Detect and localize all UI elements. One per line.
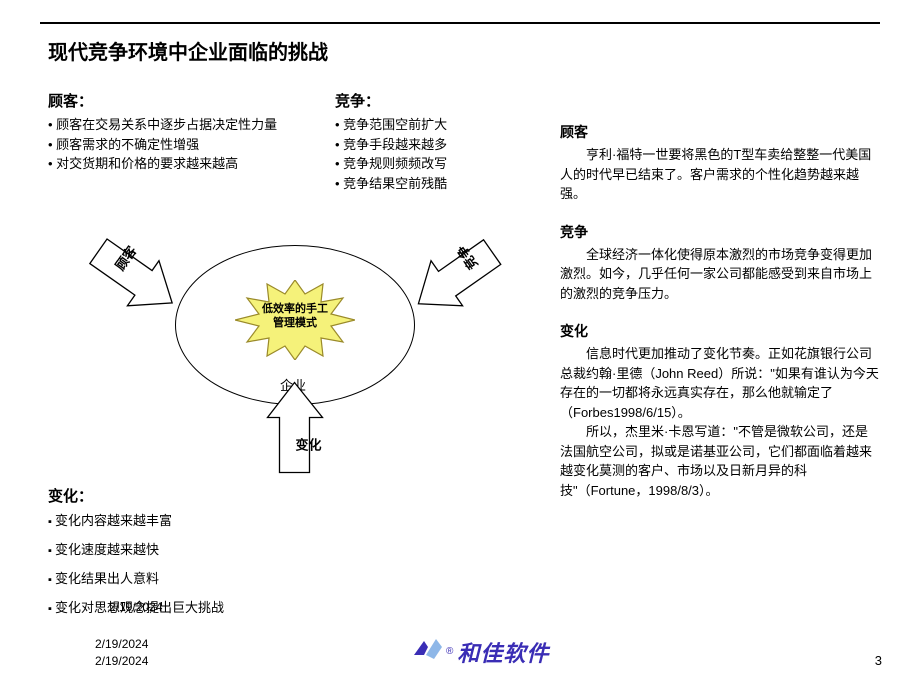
logo-registered-icon: ®	[446, 646, 453, 657]
footer-date-3: 2/19/2024	[95, 653, 148, 670]
right-competition-head: 竞争	[560, 222, 880, 243]
list-item: 竞争规则频频改写	[335, 154, 535, 174]
right-column: 顾客 亨利·福特一世要将黑色的T型车卖给整整一代美国人的时代早已结束了。客户需求…	[560, 122, 880, 518]
list-item: 对交货期和价格的要求越来越高	[48, 154, 308, 174]
right-change-body2: 所以，杰里米·卡恩写道："不管是微软公司，还是法国航空公司，拟或是诺基亚公司，它…	[560, 422, 880, 500]
arrow-change: 变化	[268, 383, 323, 473]
change-list: 变化内容越来越丰富 变化速度越来越快 变化结果出人意料 变化对思想观念提出巨大挑…	[48, 510, 308, 616]
footer-date-1: 2/19/2024	[109, 599, 162, 616]
competition-block: 竞争： 竞争范围空前扩大 竞争手段越来越多 竞争规则频频改写 竞争结果空前残酷	[335, 90, 535, 193]
top-rule	[40, 22, 880, 24]
right-customer: 顾客 亨利·福特一世要将黑色的T型车卖给整整一代美国人的时代早已结束了。客户需求…	[560, 122, 880, 204]
list-item: 竞争范围空前扩大	[335, 115, 535, 135]
slide-title: 现代竞争环境中企业面临的挑战	[48, 36, 328, 65]
right-customer-head: 顾客	[560, 122, 880, 143]
customer-block: 顾客： 顾客在交易关系中逐步占据决定性力量 顾客需求的不确定性增强 对交货期和价…	[48, 90, 308, 174]
star-line1: 低效率的手工	[262, 303, 328, 315]
footer-date-2: 2/19/2024	[95, 636, 148, 653]
right-competition: 竞争 全球经济一体化使得原本激烈的市场竞争变得更加激烈。如今，几乎任何一家公司都…	[560, 222, 880, 304]
star-line2: 管理模式	[273, 317, 317, 329]
list-item: 变化速度越来越快	[48, 539, 308, 558]
logo-text: 和佳软件	[457, 636, 549, 668]
arrow-competition: 竞争	[402, 229, 507, 326]
right-customer-body: 亨利·福特一世要将黑色的T型车卖给整整一代美国人的时代早已结束了。客户需求的个性…	[560, 145, 880, 204]
diagram: 企业 低效率的手工 管理模式 顾客 竞争 变化	[85, 225, 505, 465]
starburst-shape: 低效率的手工 管理模式	[235, 280, 355, 360]
starburst-text: 低效率的手工 管理模式	[235, 302, 355, 331]
arrow-bottom-label: 变化	[296, 438, 322, 453]
list-item: 顾客需求的不确定性增强	[48, 135, 308, 155]
list-item: 顾客在交易关系中逐步占据决定性力量	[48, 115, 308, 135]
change-heading: 变化：	[48, 485, 308, 506]
page-number: 3	[875, 653, 882, 668]
competition-list: 竞争范围空前扩大 竞争手段越来越多 竞争规则频频改写 竞争结果空前残酷	[335, 115, 535, 193]
right-change-body1: 信息时代更加推动了变化节奏。正如花旗银行公司总裁约翰·里德（John Reed）…	[560, 344, 880, 422]
competition-heading: 竞争：	[335, 90, 535, 111]
footer-logo: ® 和佳软件	[410, 635, 549, 668]
list-item: 竞争手段越来越多	[335, 135, 535, 155]
customer-list: 顾客在交易关系中逐步占据决定性力量 顾客需求的不确定性增强 对交货期和价格的要求…	[48, 115, 308, 174]
right-change-head: 变化	[560, 321, 880, 342]
change-block: 变化： 变化内容越来越丰富 变化速度越来越快 变化结果出人意料 变化对思想观念提…	[48, 485, 308, 626]
arrow-customer: 顾客	[82, 229, 187, 326]
right-competition-body: 全球经济一体化使得原本激烈的市场竞争变得更加激烈。如今，几乎任何一家公司都能感受…	[560, 245, 880, 304]
customer-heading: 顾客：	[48, 90, 308, 111]
logo-mark-icon	[410, 635, 446, 668]
list-item: 变化对思想观念提出巨大挑战	[48, 597, 308, 616]
list-item: 变化内容越来越丰富	[48, 510, 308, 529]
footer-dates: 2/19/2024 2/19/2024 2/19/2024	[95, 636, 148, 670]
list-item: 竞争结果空前残酷	[335, 174, 535, 194]
list-item: 变化结果出人意料	[48, 568, 308, 587]
right-change: 变化 信息时代更加推动了变化节奏。正如花旗银行公司总裁约翰·里德（John Re…	[560, 321, 880, 500]
